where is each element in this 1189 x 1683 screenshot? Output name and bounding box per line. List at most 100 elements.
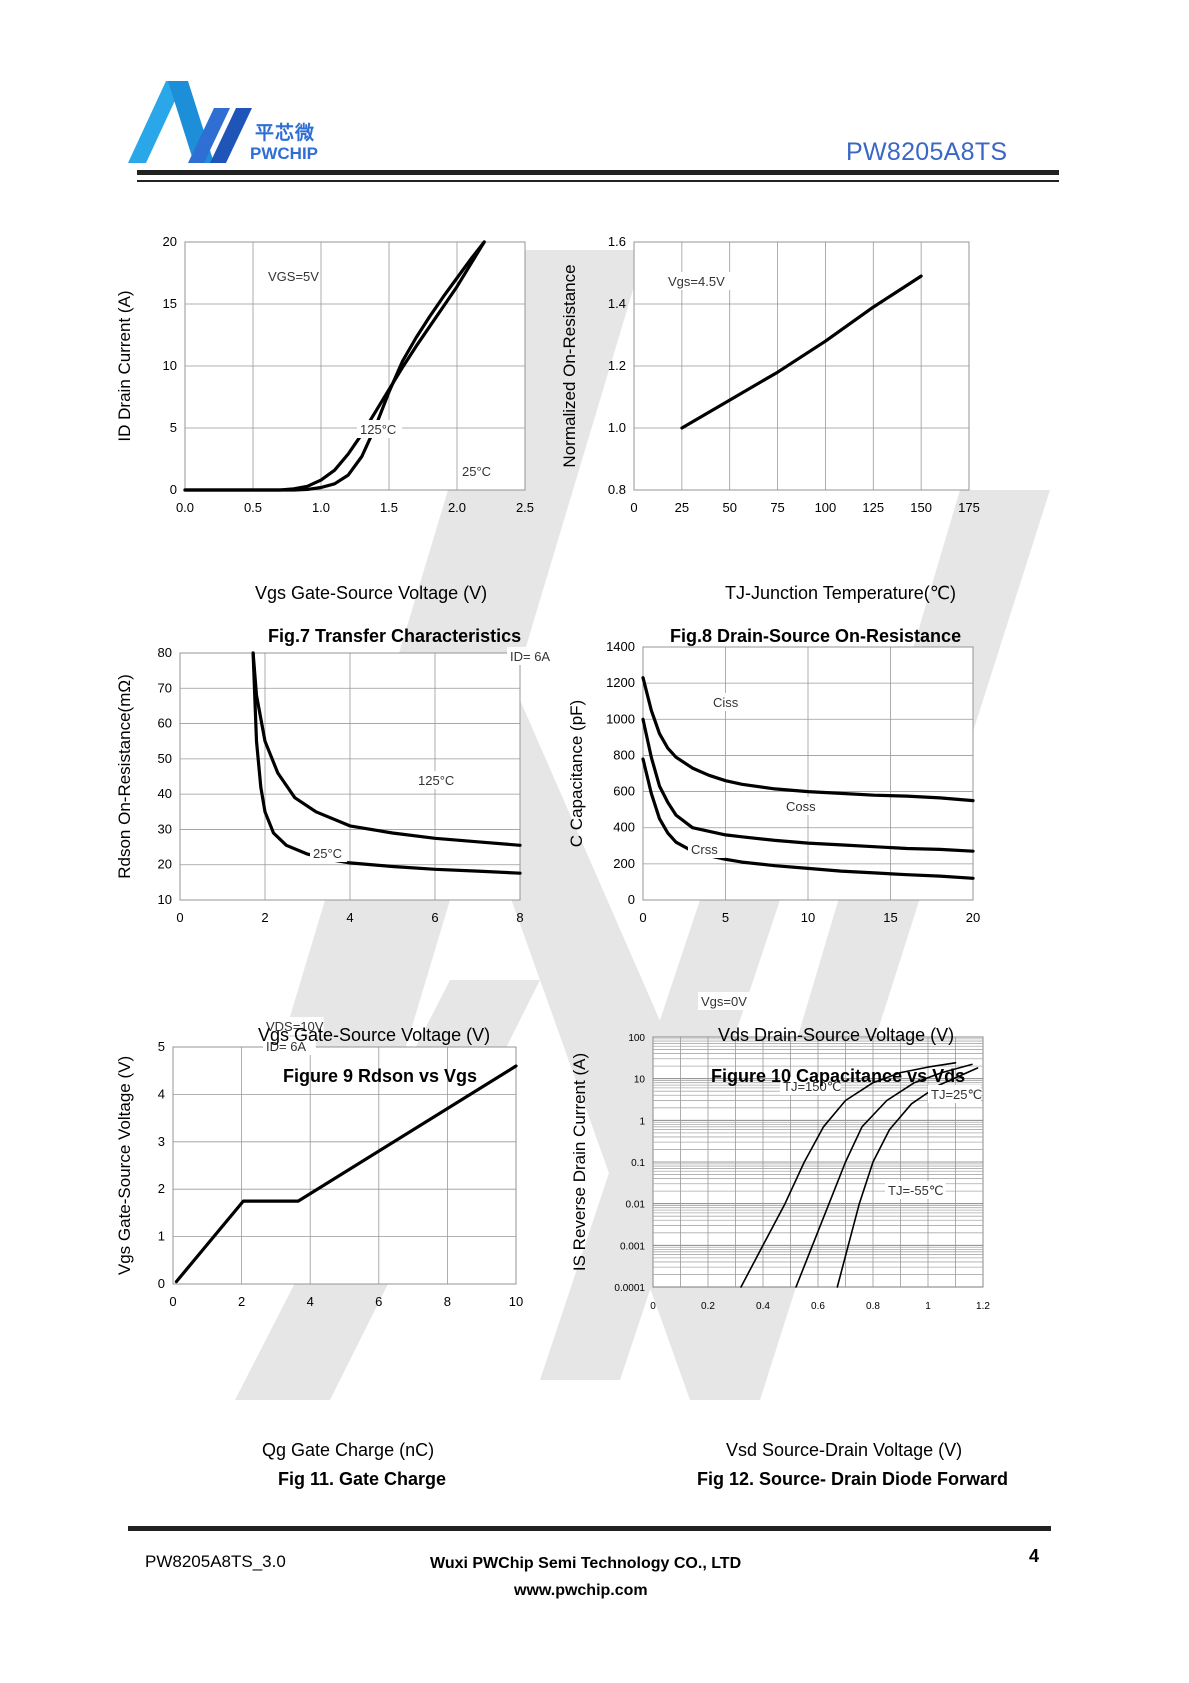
x-tick-label: 1.5 [380, 500, 398, 515]
fig10-caption: Figure 10 Capacitance vs Vds [711, 1066, 966, 1086]
series-line [183, 240, 486, 492]
y-tick-label: 30 [158, 821, 172, 836]
series-line [795, 1063, 973, 1288]
header-rule-thick [137, 170, 1059, 175]
y-tick-label: 4 [158, 1086, 165, 1101]
annotation-bg [688, 840, 726, 858]
fig7-caption: Fig.7 Transfer Characteristics [268, 626, 522, 646]
fig12-caption: Fig 12. Source- Drain Diode Forward [697, 1469, 1009, 1489]
annotation-bg [710, 693, 748, 711]
x-tick-label: 2.5 [516, 500, 534, 515]
series-line [641, 717, 975, 853]
x-tick-label: 1 [925, 1301, 931, 1312]
chart-svg: 0.8 1.0 1.2 1.4 1.6 0 25 50 75 100 125 150 175 Normal… [560, 234, 980, 515]
series-line [740, 1061, 957, 1288]
y-tick-label: 2 [158, 1181, 165, 1196]
y-tick-label: 1 [639, 1116, 645, 1127]
y-tick-label: 200 [613, 856, 635, 871]
annotation-bg [263, 1037, 316, 1055]
annotation-label: 25°C [313, 846, 342, 861]
annotation-label: Coss [786, 799, 816, 814]
x-tick-label: 8 [516, 910, 523, 925]
y-tick-label: 1400 [606, 639, 635, 654]
x-tick-label: 4 [307, 1294, 314, 1309]
series-line [174, 1064, 518, 1284]
y-tick-label: 1 [158, 1229, 165, 1244]
x-tick-label: 1.2 [976, 1301, 990, 1312]
annotation-bg [415, 771, 460, 789]
annotation-bg [928, 1085, 981, 1103]
fig10-xlabel: Vds Drain-Source Voltage (V) [718, 1025, 955, 1045]
y-tick-label: 100 [628, 1033, 645, 1044]
x-tick-label: 6 [431, 910, 438, 925]
y-tick-label: 1.6 [608, 234, 626, 249]
x-tick-label: 0 [639, 910, 646, 925]
series-line [251, 651, 522, 875]
annotation-bg [885, 1181, 946, 1199]
pwchip-logo-icon [128, 81, 252, 163]
x-tick-label: 0 [169, 1294, 176, 1309]
y-tick-label: 0 [158, 1276, 165, 1291]
x-tick-label: 10 [801, 910, 815, 925]
y-tick-label: 1.0 [608, 420, 626, 435]
annotation-bg [783, 797, 821, 815]
footer-rule [128, 1526, 1051, 1531]
y-tick-label: 600 [613, 784, 635, 799]
x-tick-label: 0.0 [176, 500, 194, 515]
annotation-bg [780, 1077, 841, 1095]
y-tick-label: 80 [158, 645, 172, 660]
series-line [251, 651, 522, 847]
x-tick-label: 100 [815, 500, 837, 515]
y-tick-label: 50 [158, 751, 172, 766]
x-tick-label: 2.0 [448, 500, 466, 515]
fig11-xlabel: Qg Gate Charge (nC) [262, 1440, 435, 1460]
chart-fig8-on-resistance: 0.8 1.0 1.2 1.4 1.6 0 25 50 75 100 125 150 175 Normal… [560, 234, 1070, 570]
series-line [183, 240, 486, 492]
x-tick-label: 75 [770, 500, 784, 515]
fig11-caption: Fig 11. Gate Charge [278, 1469, 447, 1489]
fig9-caption: Figure 9 Rdson vs Vgs [283, 1066, 478, 1086]
x-tick-label: 8 [444, 1294, 451, 1309]
fig8-xlabel: TJ-Junction Temperature(℃) [725, 583, 956, 603]
chart-svg: 0 5 10 15 20 0.0 0.5 1.0 1.5 2.0 2.5 ID Drain Curre… [115, 234, 534, 515]
annotation-label: 25°C [462, 464, 491, 479]
y-tick-label: 3 [158, 1134, 165, 1149]
y-tick-label: 20 [163, 234, 177, 249]
annotation-bg [459, 462, 497, 480]
y-tick-label: 0.1 [631, 1158, 645, 1169]
y-tick-label: 1000 [606, 711, 635, 726]
y-tick-label: 1200 [606, 675, 635, 690]
annotation-label: Crss [691, 842, 718, 857]
x-tick-label: 10 [509, 1294, 523, 1309]
y-tick-label: 800 [613, 747, 635, 762]
annotation-label: Ciss [713, 695, 739, 710]
x-tick-label: 0.5 [244, 500, 262, 515]
x-tick-label: 0.8 [866, 1301, 880, 1312]
x-tick-label: 6 [375, 1294, 382, 1309]
footer-doc-id: PW8205A8TS_3.0 [145, 1552, 286, 1571]
part-number-title: PW8205A8TS [846, 138, 1008, 166]
fig12-xlabel: Vsd Source-Drain Voltage (V) [726, 1440, 963, 1460]
x-tick-label: 0 [176, 910, 183, 925]
page-number: 4 [1029, 1546, 1040, 1566]
y-axis-label: C Capacitance (pF) [567, 700, 586, 847]
annotation-bg [265, 267, 318, 285]
x-tick-label: 0 [630, 500, 637, 515]
y-axis-label: Rdson On-Resistance(mΩ) [115, 674, 134, 879]
annotation-label: TJ=-55℃ [888, 1183, 943, 1198]
annotation-bg [310, 844, 348, 862]
x-tick-label: 1.0 [312, 500, 330, 515]
y-tick-label: 60 [158, 716, 172, 731]
chart-fig11-gate-charge: 0 1 2 3 4 5 0 2 4 6 8 10 Vgs Gate-Source Voltage (V)… [115, 1017, 600, 1420]
x-tick-label: 25 [675, 500, 689, 515]
annotation-bg [665, 272, 734, 290]
chart-svg: 0 1 2 3 4 5 0 2 4 6 8 10 Vgs Gate-Source Voltage (V)… [115, 1017, 523, 1309]
fig8-caption: Fig.8 Drain-Source On-Resistance [670, 626, 962, 646]
y-tick-label: 1.2 [608, 358, 626, 373]
y-tick-label: 70 [158, 680, 172, 695]
plot-frame [172, 1046, 517, 1285]
series-line [641, 676, 975, 803]
y-tick-label: 0 [628, 892, 635, 907]
chart-fig9-rdson: 10 20 30 40 50 60 70 80 0 2 4 6 8 Rdson On-Resistance… [115, 645, 600, 1010]
header-rule-thin [137, 180, 1059, 182]
